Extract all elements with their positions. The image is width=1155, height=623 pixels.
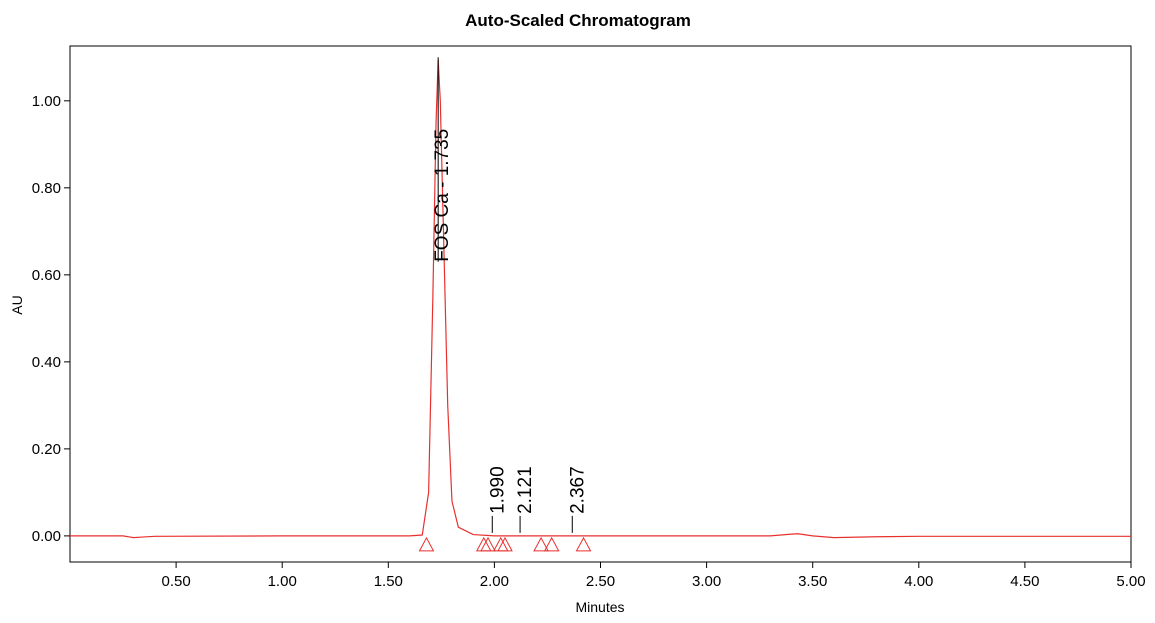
- y-tick-label: 0.20: [32, 441, 61, 458]
- x-tick-label: 1.50: [374, 573, 403, 590]
- x-tick-label: 1.00: [268, 573, 297, 590]
- x-tick-label: 2.50: [586, 573, 615, 590]
- x-tick-label: 4.50: [1010, 573, 1039, 590]
- x-tick-label: 2.00: [480, 573, 509, 590]
- chart-title: Auto-Scaled Chromatogram: [465, 11, 691, 30]
- x-tick-label: 3.50: [798, 573, 827, 590]
- peak-label: FOS Ca - 1.735: [432, 129, 453, 262]
- y-tick-label: 1.00: [32, 93, 61, 110]
- baseline-marker: [497, 536, 513, 552]
- baseline-marker: [533, 536, 549, 552]
- y-tick-label: 0.40: [32, 354, 61, 371]
- x-tick-label: 3.00: [692, 573, 721, 590]
- plot-frame: [69, 45, 1132, 563]
- x-axis-label: Minutes: [575, 599, 624, 615]
- baseline-marker: [575, 536, 592, 552]
- x-tick-label: 0.50: [161, 573, 190, 590]
- baseline-marker: [418, 536, 435, 552]
- chromatogram-line: [70, 59, 1131, 539]
- peak-label: 2.367: [567, 466, 588, 514]
- peak-label: 2.121: [515, 466, 536, 514]
- peak-label: 1.990: [487, 466, 508, 514]
- y-tick-label: 0.00: [32, 528, 61, 545]
- x-tick-label: 5.00: [1116, 573, 1145, 590]
- x-tick-label: 4.00: [904, 573, 933, 590]
- baseline-marker: [543, 536, 560, 552]
- baseline-marker: [480, 536, 496, 552]
- y-tick-label: 0.60: [32, 267, 61, 284]
- y-tick-label: 0.80: [32, 180, 61, 197]
- y-axis-label: AU: [9, 295, 25, 314]
